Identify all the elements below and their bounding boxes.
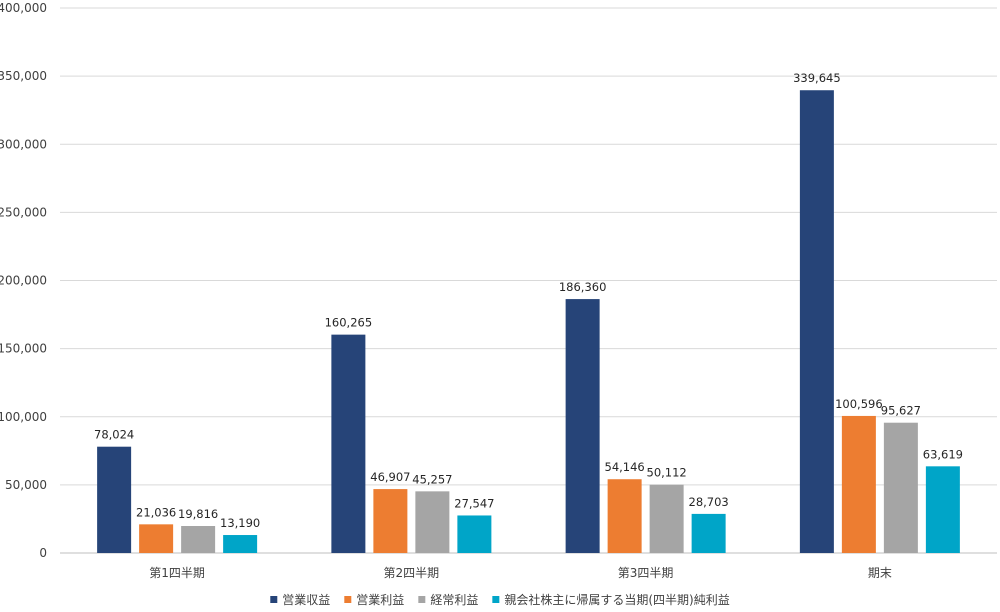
- legend-label: 営業利益: [356, 593, 404, 607]
- data-label: 95,627: [881, 404, 921, 418]
- bar: [415, 491, 450, 553]
- y-tick-label: 150,000: [0, 342, 47, 356]
- data-label: 19,816: [178, 507, 218, 521]
- category-labels: 第1四半期 第2四半期 第3四半期 期末: [149, 566, 892, 580]
- legend-item: 営業収益: [270, 593, 330, 607]
- data-label: 339,645: [793, 71, 841, 85]
- category-label: 第2四半期: [384, 566, 440, 580]
- y-tick-label: 350,000: [0, 69, 47, 83]
- legend-item: 営業利益: [344, 593, 404, 607]
- gridlines: [60, 7, 997, 554]
- data-label: 78,024: [94, 428, 134, 442]
- bars: [97, 90, 960, 553]
- y-tick-label: 400,000: [0, 1, 47, 15]
- bar: [97, 446, 132, 553]
- data-label: 45,257: [412, 472, 452, 486]
- y-tick-label: 250,000: [0, 205, 47, 219]
- bar: [883, 422, 918, 553]
- category-label: 期末: [868, 566, 892, 580]
- y-tick-label: 100,000: [0, 410, 47, 424]
- legend-label: 親会社株主に帰属する当期(四半期)純利益: [504, 592, 729, 607]
- data-label: 27,547: [454, 496, 494, 510]
- bar: [925, 466, 960, 553]
- data-label: 63,619: [923, 447, 963, 461]
- bar: [841, 415, 876, 553]
- category-label: 第1四半期: [149, 566, 205, 580]
- bar: [331, 334, 366, 553]
- bar: [139, 524, 174, 553]
- y-tick-label: 300,000: [0, 137, 47, 151]
- data-label: 21,036: [136, 505, 176, 519]
- bar: [373, 489, 408, 553]
- legend-swatch: [492, 596, 500, 603]
- data-label: 28,703: [689, 495, 729, 509]
- data-label: 160,265: [325, 316, 373, 330]
- data-label: 13,190: [220, 516, 260, 530]
- legend: 営業収益 営業利益 経常利益 親会社株主に帰属する当期(四半期)純利益: [270, 592, 730, 607]
- legend-swatch: [418, 596, 426, 603]
- data-label: 46,907: [370, 470, 410, 484]
- bar: [607, 479, 642, 553]
- legend-item: 親会社株主に帰属する当期(四半期)純利益: [492, 592, 730, 607]
- y-axis-tick-labels: 0 50,000 100,000 150,000 200,000 250,000 300,0…: [0, 1, 47, 560]
- legend-label: 営業収益: [282, 593, 330, 607]
- legend-swatch: [270, 596, 278, 603]
- bar: [181, 526, 216, 553]
- data-label: 54,146: [605, 460, 645, 474]
- legend-swatch: [344, 596, 352, 603]
- bar: [691, 513, 726, 553]
- y-tick-label: 0: [39, 546, 47, 560]
- y-tick-label: 200,000: [0, 274, 47, 288]
- y-tick-label: 50,000: [5, 478, 47, 492]
- legend-label: 経常利益: [430, 593, 478, 607]
- bar: [223, 535, 258, 553]
- bar: [565, 299, 600, 553]
- data-label: 100,596: [835, 397, 883, 411]
- data-label: 50,112: [647, 466, 687, 480]
- bar: [649, 484, 684, 553]
- bar: [799, 90, 834, 553]
- category-label: 第3四半期: [618, 566, 674, 580]
- bar: [457, 515, 492, 553]
- legend-item: 経常利益: [418, 593, 478, 607]
- data-label: 186,360: [559, 280, 607, 294]
